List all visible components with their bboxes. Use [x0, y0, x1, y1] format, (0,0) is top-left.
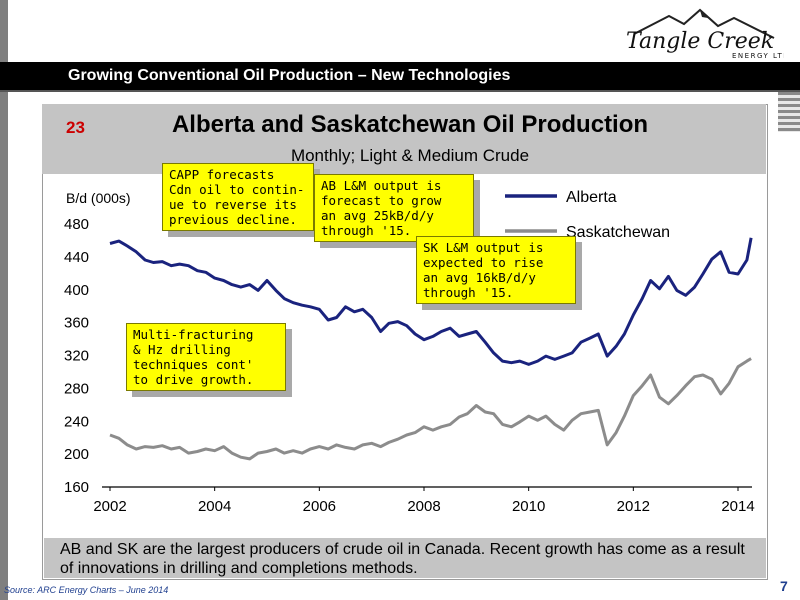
x-tick-label: 2004	[198, 498, 231, 515]
x-tick-label: 2006	[303, 498, 336, 515]
chart-number: 23	[66, 118, 85, 137]
series-line-saskatchewan	[109, 357, 752, 461]
y-tick-label: 440	[64, 249, 89, 266]
chart-title: Alberta and Saskatchewan Oil Production	[171, 111, 649, 138]
series-line-alberta	[109, 237, 753, 366]
decorative-stripes	[778, 92, 800, 132]
y-tick-label: 200	[64, 446, 89, 463]
x-tick-label: 2002	[93, 498, 126, 515]
y-tick-label: 280	[64, 380, 89, 397]
x-tick-label: 2012	[617, 498, 650, 515]
logo-name: Tangle Creek	[626, 29, 774, 54]
callout-capp: CAPP forecasts Cdn oil to contin- ue to …	[162, 163, 314, 231]
y-tick-label: 360	[64, 315, 89, 332]
summary-text: AB and SK are the largest producers of c…	[60, 541, 745, 577]
y-axis-label: B/d (000s)	[66, 190, 131, 206]
logo-subtitle: ENERGY LTD.	[732, 52, 784, 60]
y-tick-label: 240	[64, 413, 89, 430]
y-tick-label: 160	[64, 479, 89, 496]
summary-box	[44, 538, 766, 578]
y-tick-label: 480	[64, 216, 89, 233]
y-tick-label: 320	[64, 348, 89, 365]
chart-subtitle: Monthly; Light & Medium Crude	[290, 146, 530, 165]
callout-ab: AB L&M output is forecast to grow an avg…	[314, 174, 474, 242]
chart-header	[42, 104, 766, 174]
tangle-creek-logo: Tangle Creek ENERGY LTD.	[614, 4, 784, 60]
y-tick-label: 400	[64, 282, 89, 299]
source-note: Source: ARC Energy Charts – June 2014	[4, 585, 169, 595]
callout-frac: Multi-fracturing & Hz drilling technique…	[126, 323, 286, 391]
x-tick-label: 2010	[512, 498, 545, 515]
page-number: 7	[780, 578, 788, 594]
x-tick-label: 2008	[407, 498, 440, 515]
slide-title: Growing Conventional Oil Production – Ne…	[68, 67, 511, 84]
logo-graphic: Tangle Creek ENERGY LTD.	[626, 8, 784, 60]
legend-label-saskatchewan: Saskatchewan	[566, 224, 670, 241]
legend-label-alberta: Alberta	[566, 189, 617, 206]
callout-sk: SK L&M output is expected to rise an avg…	[416, 236, 576, 304]
left-stripe	[0, 0, 8, 600]
slide-title-bar: Growing Conventional Oil Production – Ne…	[0, 62, 800, 92]
x-tick-label: 2014	[721, 498, 754, 515]
